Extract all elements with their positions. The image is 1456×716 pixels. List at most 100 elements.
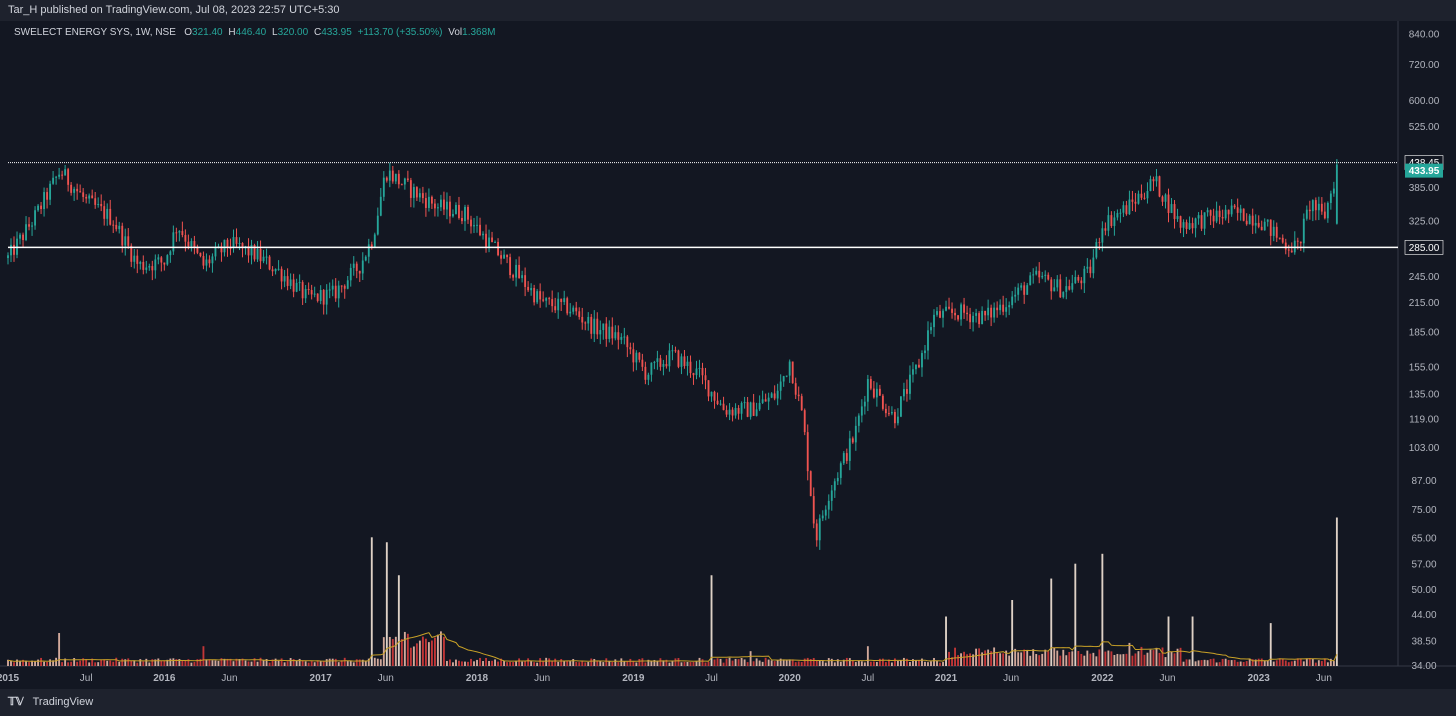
volume-bar xyxy=(1092,652,1095,666)
chart-background xyxy=(0,21,1456,689)
candle-body xyxy=(1227,209,1230,215)
candle-body xyxy=(758,402,761,410)
volume-bar xyxy=(899,660,902,666)
candle-body xyxy=(593,318,596,334)
volume-bar xyxy=(148,662,151,666)
volume-bar xyxy=(1023,649,1026,666)
brand-name[interactable]: TradingView xyxy=(32,696,94,708)
candle-body xyxy=(1323,211,1326,219)
level-tag xyxy=(1404,240,1444,255)
volume-bar xyxy=(536,662,539,666)
candle-body xyxy=(518,264,521,279)
candle-body xyxy=(1056,279,1059,288)
candle-body xyxy=(1173,204,1176,220)
time-axis[interactable]: 2015 Jul 2016 Jun 2017 Jun 2018 Jun 2019 Jul 2020 J… xyxy=(0,673,1332,684)
candle-body xyxy=(1044,274,1047,276)
volume-bar xyxy=(791,659,794,666)
volume-bar xyxy=(256,661,259,666)
volume-bar xyxy=(1311,658,1314,666)
volume-bar xyxy=(1215,662,1218,666)
candle-body xyxy=(70,184,73,193)
candle-body xyxy=(397,173,400,185)
volume-bar xyxy=(644,662,647,666)
candle-body xyxy=(542,299,545,301)
volume-bar xyxy=(779,658,782,666)
candle-body xyxy=(1284,242,1287,250)
candle-body xyxy=(385,177,388,181)
candle-body xyxy=(1152,179,1155,182)
candle-body xyxy=(887,413,890,415)
symbol-legend[interactable]: SWELECT ENERGY SYS, 1W, NSE O321.40 H446… xyxy=(14,27,499,38)
candle-body xyxy=(1032,274,1035,276)
volume-bar xyxy=(1221,658,1224,666)
volume-bar xyxy=(262,659,265,666)
candle-body xyxy=(927,330,929,351)
volume-bar xyxy=(545,657,548,666)
candle-body xyxy=(1059,279,1062,298)
volume-bar xyxy=(214,660,217,666)
high-value: 446.40 xyxy=(235,27,267,38)
candle-body xyxy=(503,254,506,259)
candle-body xyxy=(1038,270,1041,278)
level-tag-label: 438.45 xyxy=(1409,158,1440,169)
volume-bar xyxy=(367,658,370,666)
volume-bar xyxy=(674,658,677,666)
candle-body xyxy=(1092,257,1095,274)
volume-bar xyxy=(725,658,728,666)
candle-body xyxy=(274,268,277,272)
price-axis[interactable]: 840.00 720.00 600.00 525.00 385.00 325.00 245.… xyxy=(1409,30,1440,672)
volume-bar xyxy=(1017,652,1020,666)
volume-bar xyxy=(659,658,662,666)
candle-body xyxy=(1035,270,1038,275)
level-tag-label: 285.00 xyxy=(1409,243,1440,254)
candle-body xyxy=(1302,218,1305,244)
volume-bar xyxy=(921,658,923,666)
candle-body xyxy=(734,407,737,416)
volume-bar xyxy=(1014,648,1017,666)
volume-bar xyxy=(1104,651,1107,666)
candle-body xyxy=(1158,176,1161,197)
candle-body xyxy=(494,241,496,243)
candle-body xyxy=(184,235,187,242)
candle-body xyxy=(969,314,972,323)
volume-bar xyxy=(250,661,253,666)
volume-bar xyxy=(139,659,142,666)
volume-bar xyxy=(488,660,490,666)
candle-body xyxy=(563,298,566,303)
price-chart[interactable]: 840.00 720.00 600.00 525.00 385.00 325.00 245.… xyxy=(0,21,1456,689)
candle-body xyxy=(22,234,24,241)
tradingview-logo-icon[interactable]: 𝕋𝕍 xyxy=(8,696,24,708)
volume-bar xyxy=(133,660,136,666)
candle-body xyxy=(791,361,794,384)
volume-bar xyxy=(1020,652,1023,666)
volume-bar xyxy=(617,662,620,666)
candle-body xyxy=(1041,275,1044,278)
candle-body xyxy=(692,373,695,376)
volume-bar xyxy=(190,662,193,666)
candle-body xyxy=(1005,307,1008,312)
candle-body xyxy=(743,402,746,404)
candle-body xyxy=(307,288,310,291)
volume-bar xyxy=(809,659,812,666)
volume-bar xyxy=(1140,646,1143,666)
candle-body xyxy=(427,196,430,208)
volume-bar xyxy=(118,661,121,666)
candle-body xyxy=(352,263,355,268)
candle-body xyxy=(896,416,899,424)
candle-body xyxy=(202,256,205,266)
symbol-name[interactable]: SWELECT ENERGY SYS, 1W, NSE xyxy=(14,27,176,38)
volume-bar xyxy=(19,660,21,666)
volume-bar xyxy=(1089,653,1092,666)
candle-body xyxy=(875,388,878,398)
volume-bar xyxy=(1062,649,1065,666)
volume-bar xyxy=(1041,653,1044,666)
candle-body xyxy=(866,379,869,402)
volume-bar xyxy=(52,660,55,666)
volume-bar xyxy=(163,660,166,666)
candle-body xyxy=(509,257,512,276)
volume-bar xyxy=(220,658,223,666)
y-tick-label: 57.00 xyxy=(1411,559,1436,570)
candle-body xyxy=(1287,249,1290,251)
candle-body xyxy=(295,282,298,292)
volume-bar xyxy=(824,662,827,666)
